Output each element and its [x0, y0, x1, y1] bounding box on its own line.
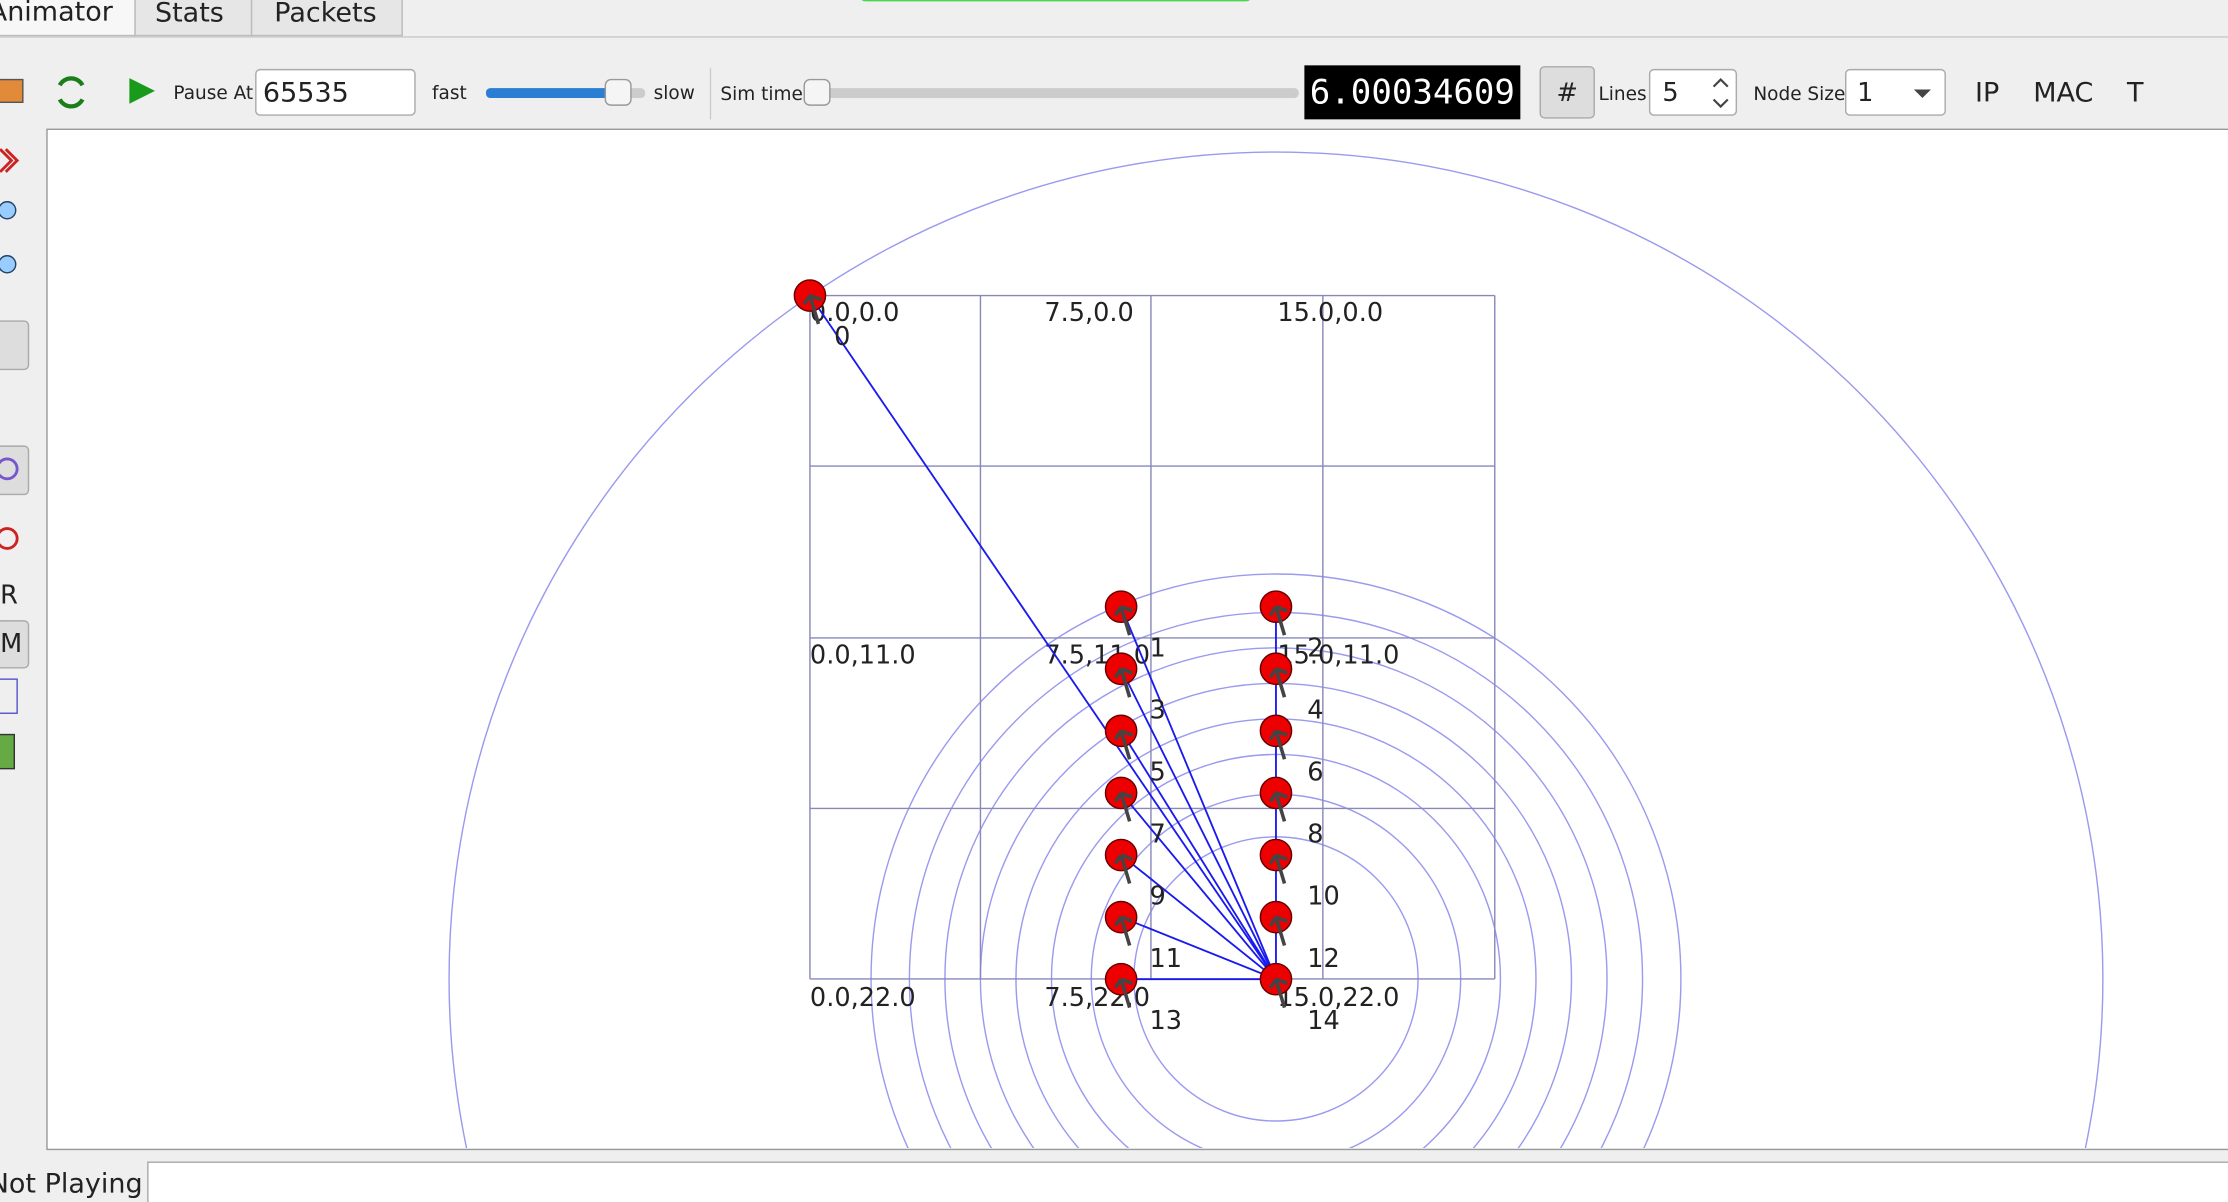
grid-toggle[interactable] [1539, 66, 1595, 119]
link [1120, 668, 1277, 980]
node-arrow [1268, 729, 1288, 760]
play-icon[interactable] [129, 78, 155, 104]
side-label[interactable]: M [0, 629, 22, 659]
pause-input[interactable] [255, 68, 416, 116]
node-label: 10 [1307, 882, 1340, 912]
node-arrow [1113, 729, 1134, 760]
node-label: 12 [1307, 944, 1340, 974]
time-display [1304, 65, 1521, 120]
node-size-combo[interactable] [1845, 68, 1946, 116]
node-arrow [1113, 977, 1134, 1009]
side-label[interactable]: R [0, 581, 18, 611]
node-label: 0 [834, 322, 850, 352]
toggle[interactable]: MAC [2033, 77, 2093, 108]
side-button[interactable] [0, 320, 30, 371]
node-arrow [1113, 791, 1134, 822]
node-arrow [1113, 915, 1134, 947]
node-label: 9 [1150, 882, 1166, 912]
grid-label: 0.0,22.0 [810, 983, 916, 1013]
node-label: 2 [1307, 633, 1323, 663]
grid-label: 0.0,0.0 [810, 298, 899, 328]
input-value[interactable]: 5 [1662, 78, 1678, 108]
status: Not Playing [0, 1168, 143, 1199]
node-arrow [1113, 605, 1134, 636]
combo-arrow[interactable] [1913, 89, 1931, 99]
node-arrow [1268, 605, 1288, 636]
grid-label: 7.5,0.0 [1044, 298, 1133, 328]
node-arrow [802, 293, 822, 325]
status-field [147, 1161, 2228, 1202]
toggle[interactable]: T [2126, 77, 2144, 108]
input-value[interactable]: 1 [1857, 78, 1873, 108]
tab-label[interactable]: Stats [155, 0, 224, 29]
node-arrow [1113, 853, 1134, 884]
input-value[interactable]: 65535 [263, 77, 349, 108]
label: Pause At [173, 83, 253, 104]
node-arrow [1268, 853, 1288, 884]
slider-fill [486, 88, 617, 99]
node-label: 6 [1307, 757, 1323, 787]
tab-label[interactable]: Animator [0, 0, 114, 27]
slider-handle[interactable] [604, 78, 632, 106]
sim-time: 6.00034609 [1310, 72, 1515, 112]
node-label: 4 [1307, 695, 1323, 725]
node-arrow [1113, 667, 1134, 698]
node-label: 11 [1150, 944, 1183, 974]
label: Node Size [1753, 84, 1845, 105]
slider-track [807, 88, 1299, 99]
node-label: 3 [1150, 695, 1166, 725]
scene: 0.0,0.0 7.5,0.0 15.0,0.00.0,11.0 7.5,11.0 15… [448, 151, 2104, 1149]
progress-indicator [861, 0, 1250, 2]
battery-icon[interactable] [0, 733, 16, 770]
tab[interactable] [0, 0, 136, 37]
label: Lines [1598, 84, 1646, 105]
grid-label: 0.0,11.0 [810, 640, 916, 670]
side-icon[interactable] [0, 457, 19, 481]
node-arrow [1268, 791, 1288, 822]
link [1120, 792, 1277, 980]
node-label: 7 [1150, 820, 1166, 850]
node-arrow [1268, 977, 1288, 1009]
lines-spinbox[interactable] [1648, 68, 1738, 116]
side-button[interactable] [0, 620, 30, 669]
node-arrow [1268, 915, 1288, 947]
node-label: 1 [1150, 633, 1166, 663]
range-circle [448, 151, 2104, 1149]
side-icon[interactable] [0, 678, 18, 714]
reload-icon[interactable] [57, 76, 85, 109]
grid-label: 15.0,22.0 [1277, 983, 1399, 1013]
zoom-out[interactable] [0, 255, 17, 274]
link [1120, 916, 1277, 981]
tab-label[interactable]: Packets [274, 0, 376, 29]
link [809, 295, 1277, 980]
link [1120, 606, 1277, 980]
label: Sim time [720, 84, 802, 105]
grid-label: 15.0,11.0 [1277, 640, 1399, 670]
spin-arrows[interactable] [1712, 78, 1729, 109]
slider-handle[interactable] [803, 78, 831, 106]
link [1120, 854, 1277, 980]
node-label: 14 [1307, 1006, 1340, 1036]
node-label: 8 [1307, 820, 1323, 850]
toggle[interactable]: IP [1975, 77, 1999, 108]
label: slow [654, 83, 695, 104]
node-label: 13 [1150, 1006, 1183, 1036]
label: fast [432, 83, 467, 104]
tab[interactable] [250, 0, 403, 37]
link [1120, 730, 1277, 980]
zoom-in[interactable] [0, 201, 17, 220]
side-button[interactable] [0, 445, 30, 496]
side-icon[interactable] [0, 148, 20, 173]
grid-icon[interactable]: # [1557, 78, 1578, 108]
node-arrow [1268, 667, 1288, 698]
grid-label: 15.0,0.0 [1277, 298, 1383, 328]
icon[interactable] [0, 78, 24, 104]
node-label: 5 [1150, 757, 1166, 787]
side-icon[interactable] [0, 527, 19, 550]
